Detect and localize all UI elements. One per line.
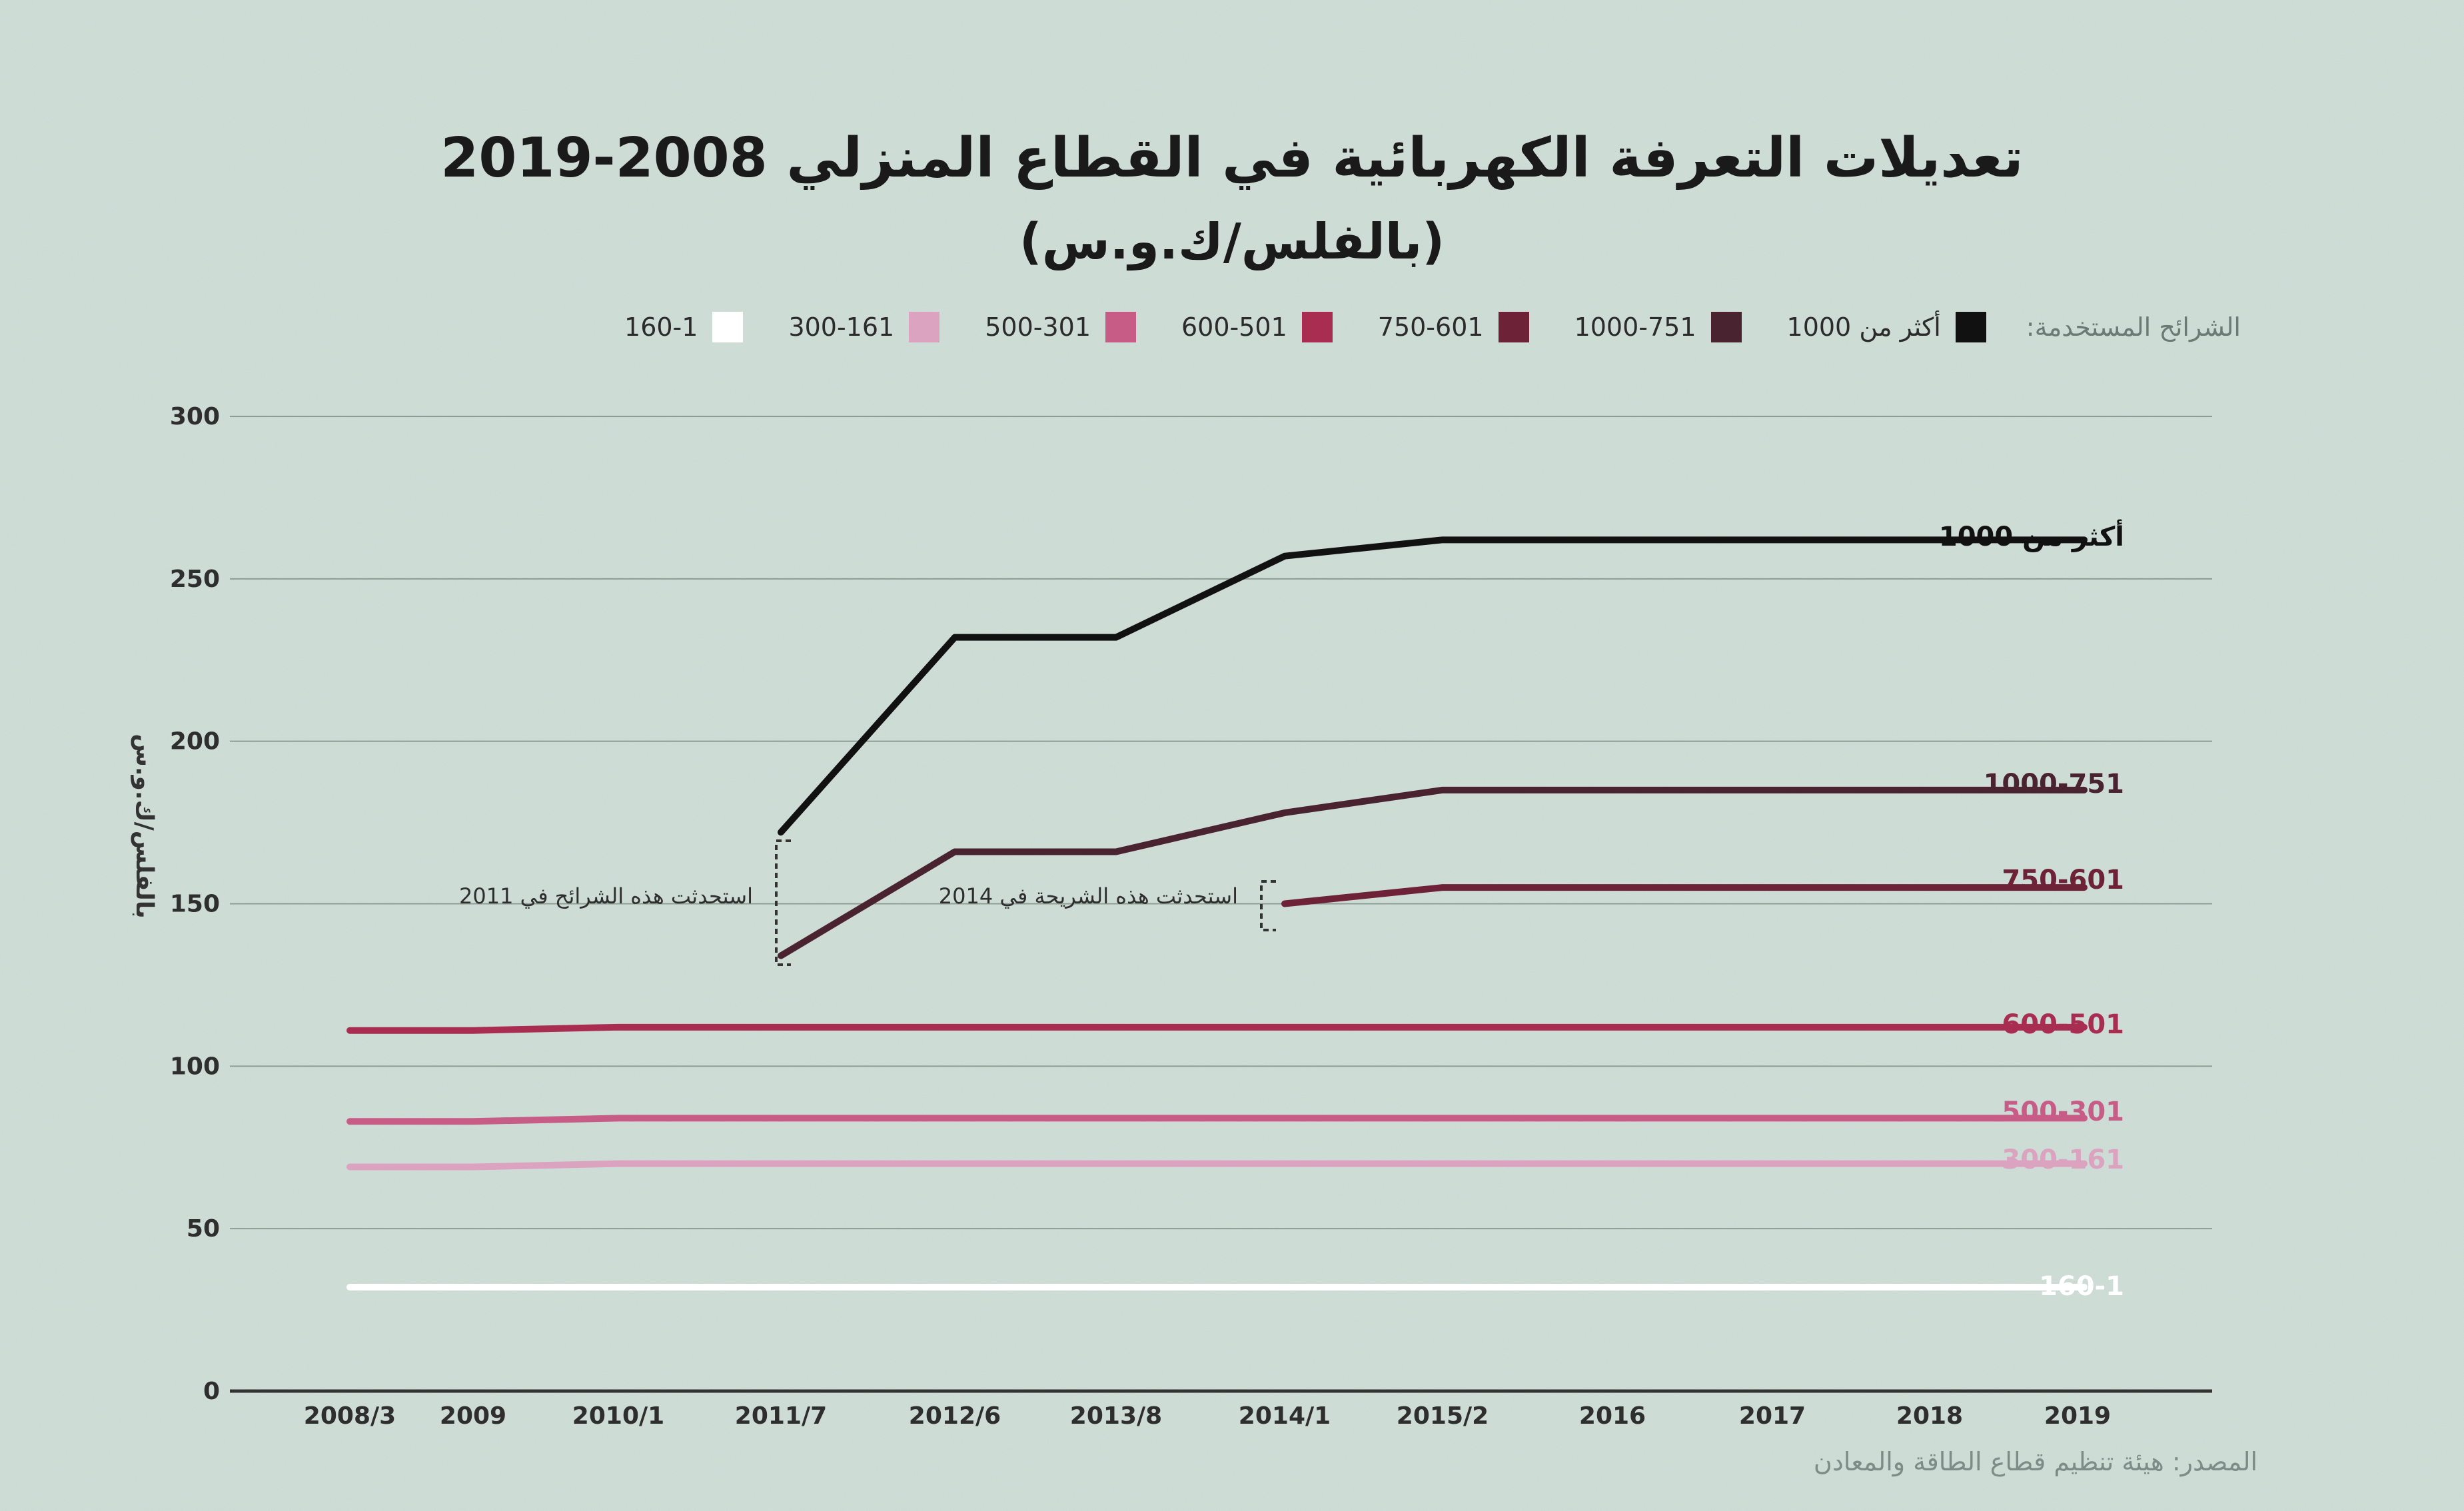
y-tick-label: 0 bbox=[203, 1378, 220, 1405]
series-line bbox=[778, 786, 2088, 959]
annotation-text: استحدثت هذه الشرائح في 2011 bbox=[459, 883, 753, 909]
series-end-label: 500-301 bbox=[2002, 1097, 2124, 1127]
y-tick-label: 100 bbox=[170, 1053, 220, 1080]
annotation-text: استحدثت هذه الشريحة في 2014 bbox=[939, 883, 1238, 909]
legend-swatch bbox=[909, 312, 940, 342]
legend: الشرائح المستخدمة: أكثر من 1000 1000-751 7… bbox=[579, 312, 2241, 342]
x-tick-label: 2008/3 bbox=[304, 1402, 396, 1430]
x-tick-label: 2017 bbox=[1739, 1402, 1806, 1430]
x-tick-label: 2012/6 bbox=[909, 1402, 1001, 1430]
series-line bbox=[346, 1115, 2088, 1125]
x-tick-label: 2009 bbox=[440, 1402, 506, 1430]
x-tick-label: 2010/1 bbox=[572, 1402, 664, 1430]
legend-item: 1000-751 bbox=[1574, 312, 1742, 342]
y-tick-label: 250 bbox=[170, 566, 220, 593]
chart-title: تعديلات التعرفة الكهربائية في القطاع الم… bbox=[440, 127, 2024, 190]
legend-item: أكثر من 1000 bbox=[1787, 312, 1986, 342]
legend-item: 160-1 bbox=[624, 312, 744, 342]
legend-swatch bbox=[1955, 312, 1986, 342]
legend-item: 300-161 bbox=[788, 312, 940, 342]
y-axis-label: بالفلس/ك.و.س bbox=[131, 734, 158, 919]
y-tick-label: 50 bbox=[187, 1215, 220, 1243]
series-end-label: 1000-751 bbox=[1984, 769, 2124, 799]
x-tick-label: 2013/8 bbox=[1070, 1402, 1162, 1430]
series-end-label: 600-501 bbox=[2002, 1009, 2124, 1040]
legend-label: 300-161 bbox=[788, 312, 895, 342]
legend-title: الشرائح المستخدمة: bbox=[2026, 312, 2241, 342]
series-line bbox=[1281, 884, 2088, 907]
legend-label: أكثر من 1000 bbox=[1786, 312, 1941, 342]
x-tick-label: 2015/2 bbox=[1397, 1402, 1489, 1430]
y-tick-label: 150 bbox=[170, 891, 220, 918]
series-end-label: 750-601 bbox=[2002, 865, 2124, 895]
annotation-bracket bbox=[1260, 880, 1276, 931]
source-note: المصدر: هيئة تنظيم قطاع الطاقة والمعادن bbox=[1813, 1447, 2257, 1476]
legend-swatch bbox=[1105, 312, 1136, 342]
x-tick-label: 2011/7 bbox=[735, 1402, 827, 1430]
legend-label: 500-301 bbox=[985, 312, 1091, 342]
legend-swatch bbox=[1498, 312, 1529, 342]
legend-swatch bbox=[1301, 312, 1333, 342]
series-line bbox=[346, 1160, 2088, 1171]
legend-item: 750-601 bbox=[1378, 312, 1529, 342]
legend-swatch bbox=[1710, 312, 1742, 342]
legend-item: 600-501 bbox=[1181, 312, 1333, 342]
series-end-label: 160-1 bbox=[2039, 1271, 2124, 1302]
y-tick-label: 300 bbox=[170, 403, 220, 430]
series-end-label: أكثر من 1000 bbox=[1939, 519, 2124, 552]
series-end-label: 300-161 bbox=[2002, 1145, 2124, 1175]
legend-label: 1000-751 bbox=[1574, 312, 1696, 342]
series-line bbox=[778, 536, 2088, 836]
y-tick-label: 200 bbox=[170, 728, 220, 756]
x-tick-label: 2016 bbox=[1579, 1402, 1646, 1430]
legend-label: 750-601 bbox=[1377, 312, 1484, 342]
legend-label: 160-1 bbox=[624, 312, 698, 342]
annotation-bracket bbox=[775, 839, 791, 966]
x-tick-label: 2018 bbox=[1896, 1402, 1963, 1430]
legend-swatch bbox=[712, 312, 744, 342]
chart-subtitle: (بالفلس/ك.و.س) bbox=[1019, 213, 1445, 270]
legend-label: 600-501 bbox=[1181, 312, 1287, 342]
x-tick-label: 2014/1 bbox=[1239, 1402, 1331, 1430]
series-line bbox=[346, 1023, 2088, 1034]
x-tick-label: 2019 bbox=[2044, 1402, 2111, 1430]
legend-item: 500-301 bbox=[985, 312, 1136, 342]
